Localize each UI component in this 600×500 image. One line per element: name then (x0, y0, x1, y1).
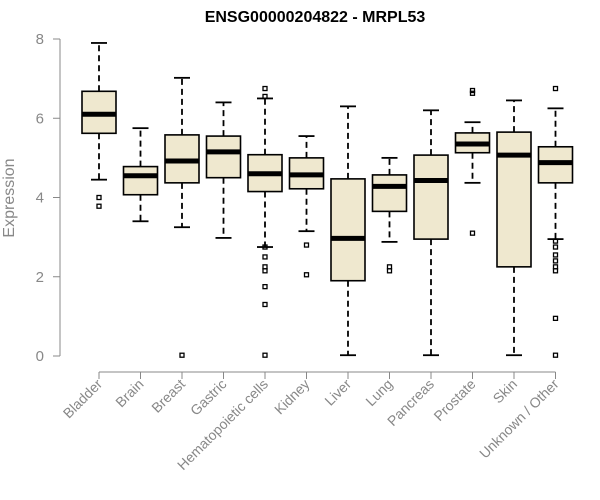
outlier-point (469, 90, 476, 96)
outlier-point (386, 268, 393, 274)
outlier-point (179, 352, 185, 358)
iqr-box (122, 165, 159, 196)
x-tick-label: Prostate (430, 376, 478, 424)
iqr-box (205, 135, 242, 179)
box-group (81, 42, 117, 209)
box-group (247, 85, 283, 358)
x-tick-label: Brain (112, 376, 146, 410)
box-group (537, 85, 574, 358)
x-tick-label: Bladder (60, 376, 106, 422)
outlier-point (552, 258, 559, 264)
box-group (454, 87, 491, 236)
box-group (330, 105, 366, 357)
outlier-point (303, 242, 310, 248)
outlier-point (552, 238, 559, 244)
y-axis-label: Expression (1, 158, 18, 237)
x-tick-label: Kidney (271, 376, 313, 418)
x-tick-label: Lung (362, 376, 395, 409)
chart-title: ENSG00000204822 - MRPL53 (205, 9, 426, 26)
box-group (288, 135, 325, 278)
y-tick-label: 0 (36, 348, 44, 365)
iqr-box (496, 131, 532, 268)
iqr-box (413, 154, 449, 240)
outlier-point (303, 272, 310, 278)
outlier-point (552, 268, 559, 274)
outlier-point (262, 301, 268, 308)
outlier-point (469, 87, 476, 94)
box-group (205, 101, 242, 239)
outlier-point (96, 194, 102, 201)
outlier-point (262, 85, 268, 92)
y-axis: 0 2 4 6 8 (36, 31, 61, 365)
outlier-point (262, 284, 268, 290)
box-group (164, 76, 200, 358)
x-tick-label: Unknown / Other (476, 376, 562, 462)
x-tick-label: Breast (148, 376, 188, 416)
box-group (122, 127, 159, 223)
box-group (371, 156, 408, 274)
y-tick-label: 8 (36, 31, 44, 48)
outlier-point (469, 230, 476, 236)
outlier-point (262, 352, 268, 358)
box-group (496, 99, 532, 357)
plot-area (81, 42, 574, 358)
x-tick-label: Skin (490, 376, 521, 407)
iqr-box (371, 174, 408, 213)
outlier-point (552, 244, 559, 250)
outlier-point (262, 268, 268, 274)
box-group (413, 109, 449, 357)
outlier-point (552, 252, 559, 258)
y-tick-label: 4 (36, 190, 44, 207)
iqr-box (330, 178, 366, 282)
outlier-point (262, 244, 268, 250)
outlier-point (552, 85, 559, 92)
x-tick-label: Liver (321, 376, 354, 409)
y-tick-label: 6 (36, 110, 44, 127)
outlier-point (552, 352, 559, 358)
y-tick-label: 2 (36, 269, 44, 286)
outlier-point (262, 93, 268, 100)
outlier-point (96, 203, 102, 209)
outlier-point (552, 315, 559, 322)
outlier-point (262, 254, 268, 260)
